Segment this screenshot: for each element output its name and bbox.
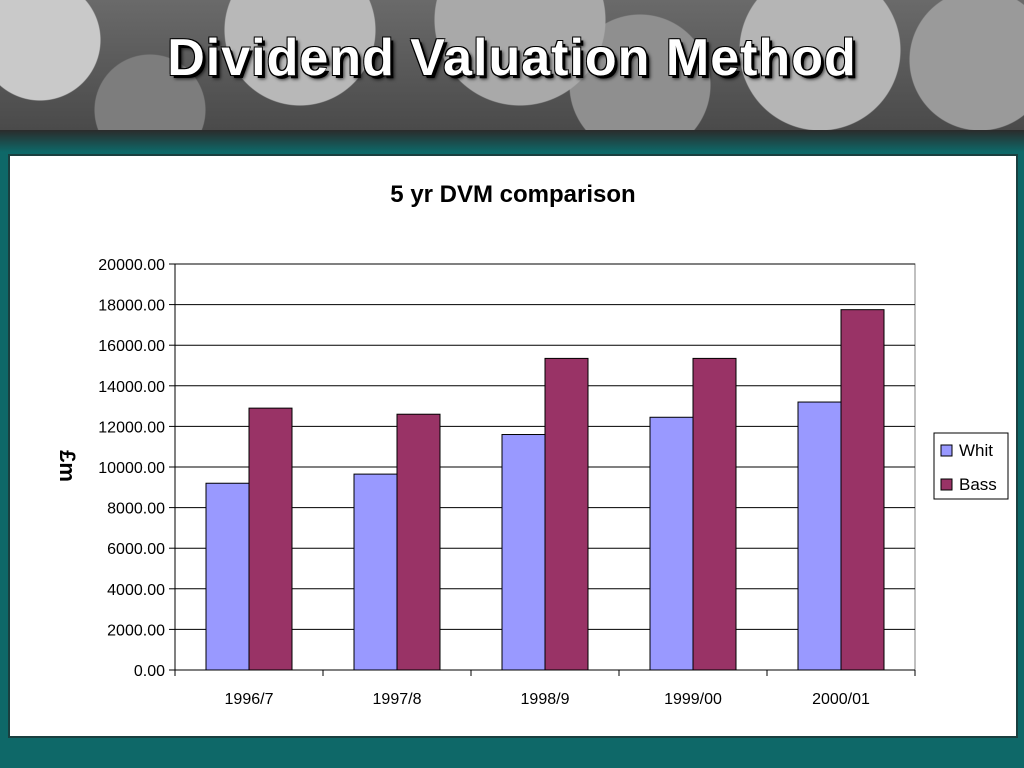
legend-swatch-bass (940, 478, 953, 491)
header-banner: Dividend Valuation Method (0, 0, 1024, 132)
bar-bass (840, 309, 885, 671)
x-tick-label: 1996/7 (225, 691, 274, 708)
y-tick-label: 14000.00 (98, 379, 165, 396)
x-tick-label: 1997/8 (373, 691, 422, 708)
x-tick-label: 1999/00 (664, 691, 722, 708)
bar-bass (396, 413, 441, 671)
bar-chart: 5 yr DVM comparison £m 0.00 2000.00 4000.0… (55, 181, 1009, 708)
bar-whit (649, 416, 694, 671)
bar-whit (353, 473, 398, 671)
bar-bass (248, 407, 293, 671)
y-tick-label: 12000.00 (98, 419, 165, 436)
y-tick-label: 20000.00 (98, 257, 165, 274)
chart-panel: 5 yr DVM comparison £m 0.00 2000.00 4000.0… (8, 154, 1018, 738)
y-tick-label: 10000.00 (98, 460, 165, 477)
legend-label-bass: Bass (959, 475, 997, 494)
y-tick-label: 6000.00 (107, 541, 165, 558)
x-tick-labels: 1996/7 1997/8 1998/9 1999/00 2000/01 (225, 691, 870, 708)
legend-swatch-whit (940, 444, 953, 457)
y-tick-labels: 0.00 2000.00 4000.00 6000.00 8000.00 10000.00… (98, 257, 165, 680)
legend: Whit Bass (933, 432, 1009, 500)
y-tick-label: 0.00 (134, 663, 165, 680)
slide-title: Dividend Valuation Method (167, 29, 857, 87)
bar-whit (205, 482, 250, 671)
x-tick-label: 1998/9 (521, 691, 570, 708)
bar-bass (544, 357, 589, 671)
chart-title: 5 yr DVM comparison (390, 181, 635, 208)
bar-whit (501, 434, 546, 671)
legend-label-whit: Whit (959, 441, 993, 460)
bar-whit (797, 401, 842, 671)
header-divider (0, 130, 1024, 152)
axes (169, 263, 916, 676)
y-tick-label: 8000.00 (107, 501, 165, 518)
y-tick-label: 4000.00 (107, 582, 165, 599)
bar-bass (692, 357, 737, 671)
y-axis-label: £m (55, 450, 80, 482)
y-tick-label: 2000.00 (107, 622, 165, 639)
y-tick-label: 16000.00 (98, 338, 165, 355)
y-tick-label: 18000.00 (98, 298, 165, 315)
x-tick-label: 2000/01 (812, 691, 870, 708)
